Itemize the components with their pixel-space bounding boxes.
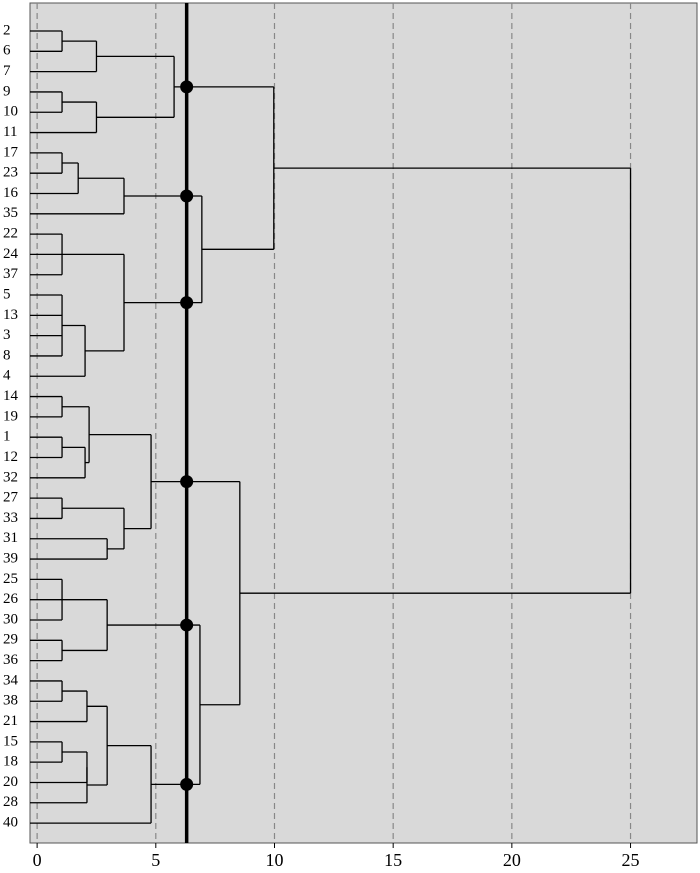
leaf-label: 5 (3, 286, 11, 302)
plot-area (29, 2, 698, 844)
leaf-label: 7 (3, 63, 11, 79)
x-tick-label: 25 (622, 850, 640, 870)
dendrogram (30, 30, 632, 824)
leaf-label: 29 (3, 632, 18, 648)
x-tick-label: 0 (33, 850, 42, 870)
leaf-label: 22 (3, 226, 18, 242)
leaf-label: 34 (3, 672, 19, 688)
leaf-label: 10 (3, 104, 18, 120)
x-tick-label: 5 (151, 850, 160, 870)
cut-point (180, 618, 194, 632)
leaf-label: 37 (3, 266, 19, 282)
leaf-label: 23 (3, 165, 18, 181)
leaf-label: 1 (3, 429, 11, 445)
leaf-label: 33 (3, 510, 18, 526)
x-tick-label: 15 (384, 850, 402, 870)
leaf-label: 21 (3, 713, 18, 729)
cut-point (180, 296, 194, 310)
leaf-label: 31 (3, 530, 18, 546)
cut-point (180, 80, 194, 94)
leaf-label: 8 (3, 347, 11, 363)
leaf-label: 2 (3, 22, 11, 38)
cut-point (180, 189, 194, 203)
x-tick-label: 10 (265, 850, 283, 870)
leaf-label: 15 (3, 733, 18, 749)
cut-point (180, 475, 194, 489)
leaf-label: 35 (3, 205, 18, 221)
leaf-label: 16 (3, 185, 19, 201)
leaf-label: 17 (3, 144, 19, 160)
leaf-label: 40 (3, 815, 18, 831)
leaf-label: 18 (3, 754, 18, 770)
leaf-label: 26 (3, 591, 19, 607)
leaf-label: 24 (3, 246, 19, 262)
leaf-label: 25 (3, 571, 18, 587)
x-tick-label: 20 (503, 850, 521, 870)
leaf-label: 4 (3, 368, 11, 384)
cut-point (180, 777, 194, 791)
leaf-label: 38 (3, 693, 18, 709)
leaf-label: 12 (3, 449, 18, 465)
leaf-label: 28 (3, 794, 18, 810)
leaf-label: 39 (3, 550, 18, 566)
leaf-label: 14 (3, 388, 19, 404)
leaf-label: 19 (3, 408, 18, 424)
leaf-label: 6 (3, 43, 11, 59)
leaf-label: 11 (3, 124, 17, 140)
leaf-label: 27 (3, 490, 19, 506)
leaf-label: 9 (3, 83, 11, 99)
leaf-label: 32 (3, 469, 18, 485)
leaf-label: 13 (3, 307, 18, 323)
leaf-label: 36 (3, 652, 19, 668)
leaf-label: 30 (3, 611, 18, 627)
leaf-label: 20 (3, 774, 18, 790)
leaf-label: 3 (3, 327, 11, 343)
